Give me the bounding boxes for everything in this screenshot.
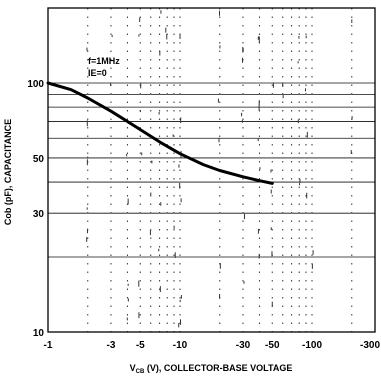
grid-layer xyxy=(48,8,375,332)
x-tick-label-3: -3 xyxy=(107,340,116,351)
x-tick-label-10: -10 xyxy=(173,340,188,351)
x-tick-label-50: -50 xyxy=(265,340,280,351)
series-line-cob xyxy=(46,81,274,185)
annotation-frequency: f=1MHz xyxy=(88,56,120,66)
x-tick-label-300: -300 xyxy=(360,340,380,351)
x-tick-labels: -1 -3 -5 -10 -30 -50 -100 -300 xyxy=(44,340,381,351)
y-axis-label: Cob (pF), CAPACITANCE xyxy=(3,119,13,225)
y-tick-labels: 100 50 30 10 xyxy=(27,79,44,339)
x-axis-label-symbol: V xyxy=(130,363,136,373)
annotation-emitter-current: IE=0 xyxy=(88,68,107,78)
plot-frame xyxy=(47,7,376,333)
y-tick-label-100: 100 xyxy=(27,79,44,90)
y-tick-label-30: 30 xyxy=(33,209,45,220)
x-axis-label: VCB (V), COLLECTOR-BASE VOLTAGE xyxy=(130,363,293,375)
x-tick-label-30: -30 xyxy=(236,340,251,351)
y-tick-label-10: 10 xyxy=(33,328,45,339)
y-tick-label-50: 50 xyxy=(33,154,45,165)
x-axis-label-subscript: CB xyxy=(136,369,145,375)
x-tick-label-1: -1 xyxy=(44,340,53,351)
x-tick-label-5: -5 xyxy=(136,340,145,351)
x-tick-label-100: -100 xyxy=(302,340,322,351)
scan-specks xyxy=(86,10,353,328)
x-axis-label-text: (V), COLLECTOR-BASE VOLTAGE xyxy=(144,363,292,373)
